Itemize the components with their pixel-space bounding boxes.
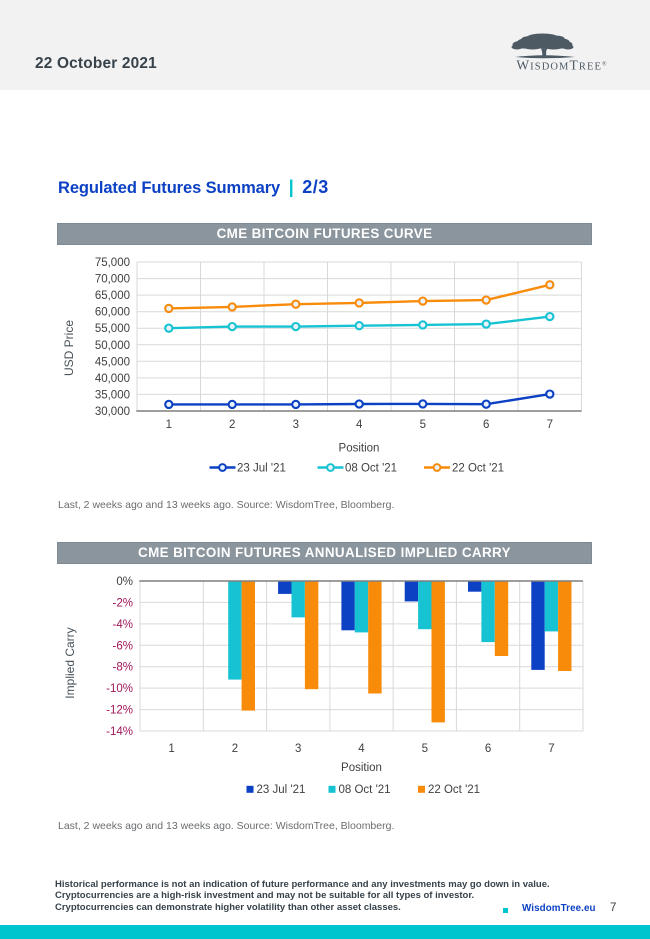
svg-text:5: 5 bbox=[420, 419, 426, 431]
svg-text:30,000: 30,000 bbox=[95, 406, 130, 418]
svg-text:08 Oct '21: 08 Oct '21 bbox=[339, 784, 391, 796]
svg-text:Implied Carry: Implied Carry bbox=[63, 627, 77, 698]
svg-text:3: 3 bbox=[293, 419, 299, 431]
svg-text:23 Jul '21: 23 Jul '21 bbox=[257, 784, 306, 796]
svg-text:08 Oct '21: 08 Oct '21 bbox=[345, 463, 397, 475]
svg-text:2: 2 bbox=[229, 419, 235, 431]
svg-text:23 Jul '21: 23 Jul '21 bbox=[237, 463, 286, 475]
svg-text:60,000: 60,000 bbox=[95, 307, 130, 319]
svg-text:7: 7 bbox=[547, 419, 553, 431]
svg-text:4: 4 bbox=[358, 743, 365, 755]
svg-text:-2%: -2% bbox=[113, 597, 133, 609]
svg-text:1: 1 bbox=[166, 419, 172, 431]
svg-text:22 Oct '21: 22 Oct '21 bbox=[452, 463, 504, 475]
svg-text:4: 4 bbox=[356, 419, 363, 431]
svg-text:-6%: -6% bbox=[113, 640, 133, 652]
svg-text:WISDOMTREE®: WISDOMTREE® bbox=[516, 58, 607, 73]
svg-text:-4%: -4% bbox=[113, 619, 133, 631]
svg-text:Position: Position bbox=[339, 443, 380, 455]
svg-text:50,000: 50,000 bbox=[95, 340, 130, 352]
svg-text:-8%: -8% bbox=[113, 662, 133, 674]
svg-text:35,000: 35,000 bbox=[95, 389, 130, 401]
svg-text:45,000: 45,000 bbox=[95, 356, 130, 368]
svg-text:USD Price: USD Price bbox=[62, 320, 76, 376]
svg-text:22 Oct '21: 22 Oct '21 bbox=[428, 784, 480, 796]
svg-text:-14%: -14% bbox=[106, 726, 133, 738]
svg-text:65,000: 65,000 bbox=[95, 290, 130, 302]
svg-text:1: 1 bbox=[168, 743, 174, 755]
svg-text:6: 6 bbox=[483, 419, 489, 431]
svg-text:5: 5 bbox=[422, 743, 428, 755]
svg-text:75,000: 75,000 bbox=[95, 257, 130, 269]
svg-text:2: 2 bbox=[232, 743, 238, 755]
svg-text:55,000: 55,000 bbox=[95, 323, 130, 335]
svg-text:-12%: -12% bbox=[106, 705, 133, 717]
svg-text:7: 7 bbox=[548, 743, 554, 755]
svg-text:0%: 0% bbox=[116, 576, 133, 588]
svg-text:-10%: -10% bbox=[106, 683, 133, 695]
svg-text:70,000: 70,000 bbox=[95, 274, 130, 286]
svg-text:Position: Position bbox=[341, 762, 382, 774]
svg-text:3: 3 bbox=[295, 743, 301, 755]
svg-text:40,000: 40,000 bbox=[95, 373, 130, 385]
svg-text:6: 6 bbox=[485, 743, 491, 755]
